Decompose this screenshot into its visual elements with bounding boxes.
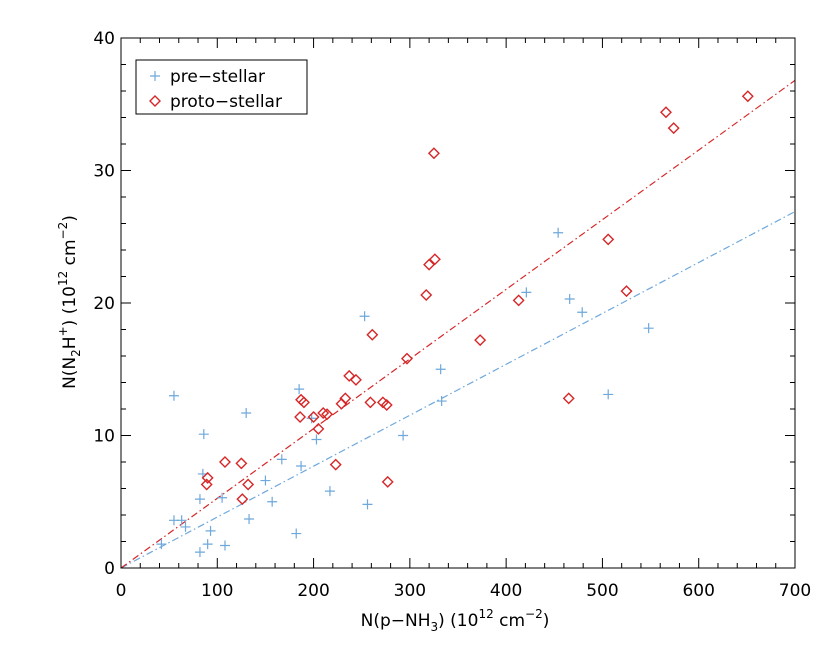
pre-stellar-point [267,496,278,507]
fit-line-pre-stellar [120,211,796,569]
proto-stellar-point [343,369,356,382]
x-tick-label: 100 [201,581,233,601]
fit-lines [120,79,796,569]
pre-stellar-point [553,227,564,238]
legend-box [135,59,308,115]
pre-stellar-point [324,486,335,497]
pre-stellar-point [359,311,370,322]
y-tick-label: 10 [93,427,115,447]
proto-stellar-point [242,478,255,491]
proto-stellar-point [218,456,231,468]
proto-stellar-point [512,294,525,307]
pre-stellar-point [168,390,179,401]
legend-plus-icon [150,71,160,81]
proto-stellar-point [366,328,379,341]
proto-stellar-point [349,373,362,386]
legend-label-proto-stellar: proto−stellar [170,92,282,112]
pre-stellar-point [219,540,230,551]
proto-stellar-point [381,475,394,488]
pre-stellar-point [306,413,317,424]
legend-marker-pre-stellar [150,71,160,81]
x-tick-label: 200 [297,581,329,601]
proto-stellar-point [294,410,307,423]
proto-stellar-point [201,471,214,484]
x-tick-label: 0 [116,581,127,601]
legend: pre−stellar proto−stellar [135,59,308,115]
pre-stellar-point [603,389,614,400]
proto-stellar-point [321,408,334,421]
x-tick-label: 400 [490,581,522,601]
pre-stellar-point [577,307,588,318]
proto-stellar-point [659,106,672,119]
pre-stellar-point [217,492,228,503]
pre-stellar-point [260,475,271,486]
y-tick-label: 20 [93,294,115,314]
axes: 0 100 200 300 400 500 600 700 0 10 20 30 40 [93,29,811,601]
pre-stellar-point [276,454,287,465]
x-tick-label: 600 [682,581,714,601]
proto-stellar-point [428,253,441,266]
y-tick-label: 40 [93,29,115,49]
proto-stellar-point [620,285,633,298]
proto-stellar-point [200,478,213,491]
pre-stellar-point [436,396,447,407]
pre-stellar-point [244,513,255,524]
proto-stellar-point [562,392,575,405]
proto-stellar-point [236,493,249,506]
pre-stellar-point [435,364,446,375]
pre-stellar-point [398,430,409,441]
y-axis-label: N(N2H+) (1012 cm−2) [56,215,83,389]
y-tick-label: 0 [104,559,115,579]
pre-stellar-point [194,547,205,558]
x-tick-label: 700 [779,581,811,601]
proto-stellar-point [339,392,352,405]
pre-stellar-point [521,287,532,298]
proto-stellar-point [667,122,680,135]
proto-stellar-point [312,422,325,435]
pre-stellar-point [291,528,302,539]
x-axis-label: N(p−NH3) (1012 cm−2) [361,607,550,634]
proto-stellar-point [317,406,330,419]
pre-stellar-point [564,294,575,305]
pre-stellar-point [294,384,305,395]
legend-marker-proto-stellar [149,95,161,107]
proto-stellar-point [400,352,413,365]
proto-stellar-point [420,289,433,302]
pre-stellar-point [311,434,322,445]
pre-stellar-point [362,499,373,510]
proto-stellar-point [602,233,615,246]
pre-stellar-point [176,515,187,526]
proto-stellar-point [474,334,487,347]
proto-stellar-point [380,399,393,412]
proto-stellar-point [423,258,436,271]
x-tick-label: 500 [586,581,618,601]
pre-stellar-point [205,525,216,536]
pre-stellar-point [241,407,252,418]
pre-stellar-point [194,494,205,505]
proto-stellar-point [235,457,248,470]
proto-stellar-point [307,410,320,423]
proto-stellar-point [427,147,440,160]
proto-stellar-point [741,90,754,103]
pre-stellar-point [180,521,191,532]
legend-label-pre-stellar: pre−stellar [170,67,265,87]
pre-stellar-point [202,539,213,550]
x-tick-label: 300 [394,581,426,601]
proto-stellar-point [364,396,377,409]
data-points [156,90,754,558]
pre-stellar-point [296,460,307,471]
plot-frame [120,37,796,569]
proto-stellar-point [297,396,310,409]
pre-stellar-point [198,429,209,440]
pre-stellar-point [643,323,654,334]
y-tick-label: 30 [93,162,115,182]
legend-diamond-icon [149,95,161,107]
pre-stellar-point [156,539,167,550]
proto-stellar-point [329,458,342,471]
